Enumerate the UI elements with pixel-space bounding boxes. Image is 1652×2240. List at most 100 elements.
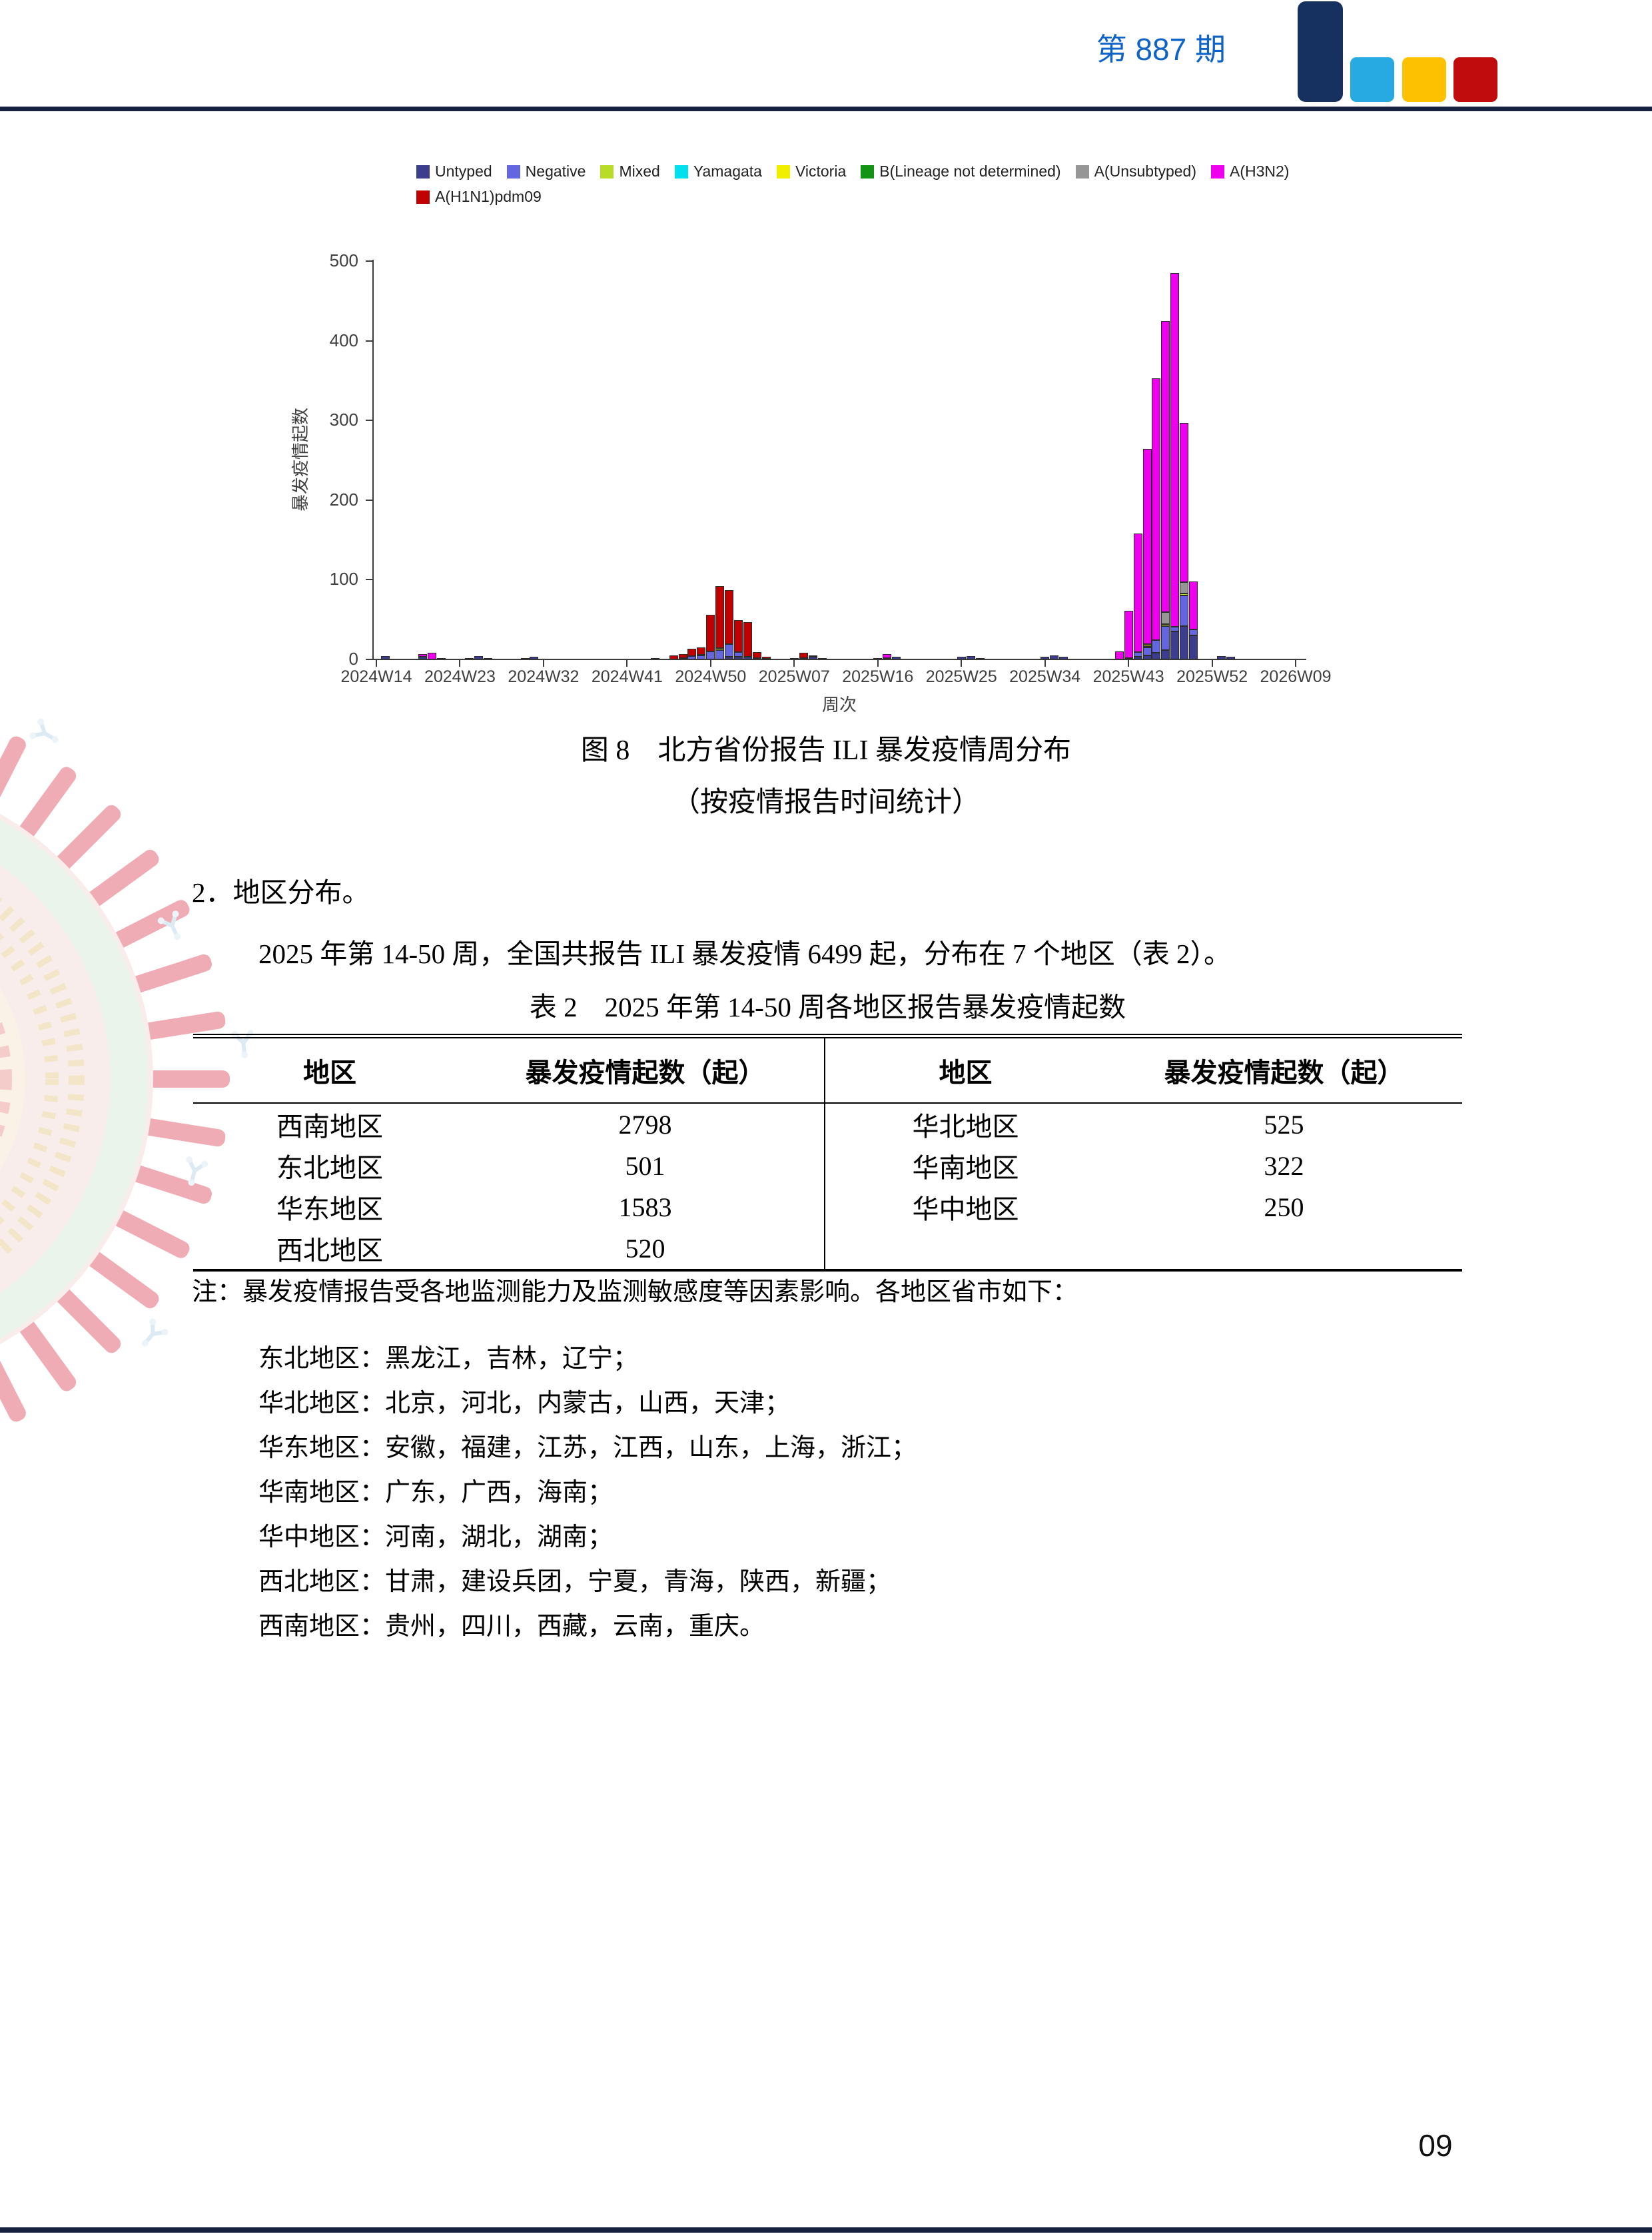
- issue-number-label: 第 887 期: [1096, 32, 1226, 67]
- bar-segment-pdm09: [678, 653, 687, 658]
- bar-segment-negative: [1170, 626, 1180, 632]
- bar-segment-untyped: [1161, 649, 1170, 659]
- x-tick-mark: [1211, 660, 1213, 667]
- legend-label: Mixed: [619, 163, 660, 180]
- bar-segment-h3n2: [1114, 651, 1124, 659]
- bar-segment-h3n2: [1161, 320, 1170, 613]
- y-axis-title: 暴发疫情起数: [290, 408, 310, 512]
- x-tick-mark: [626, 660, 628, 667]
- bar-segment-h3n2: [883, 653, 892, 658]
- y-tick-label: 500: [329, 250, 358, 270]
- bar-segment-untyped: [483, 657, 492, 659]
- bar-segment-pdm09: [725, 589, 734, 645]
- bar-segment-h3n2: [1180, 422, 1189, 582]
- x-tick-mark: [961, 660, 963, 667]
- bar-segment-negative: [725, 644, 734, 657]
- bar-segment-untyped: [817, 657, 827, 659]
- y-tick-mark: [366, 659, 372, 660]
- section-heading: 2．地区分布。: [192, 877, 370, 908]
- bar-segment-negative: [1161, 625, 1170, 650]
- bar-segment-untyped: [1040, 657, 1050, 659]
- table-body: 西南地区 2798 华北地区 525 东北地区 501 华南地区 322 华东地区 1583 华中地…: [193, 1104, 1462, 1269]
- legend-item: Yamagata: [674, 163, 762, 181]
- legend-item: Untyped: [416, 163, 492, 181]
- bar-segment-untyped: [1152, 653, 1161, 659]
- bar-segment-untyped: [530, 657, 539, 659]
- table-cell: 501: [625, 1150, 665, 1181]
- region-outbreak-table: 地区 暴发疫情起数（起） 地区 暴发疫情起数（起） 西南地区 2798 华北地区 525 东北…: [193, 1034, 1462, 1272]
- table-cell: 1583: [618, 1192, 672, 1222]
- bar-segment-pdm09: [761, 657, 771, 659]
- x-tick-mark: [877, 660, 879, 667]
- bar-segment-negative: [715, 649, 725, 659]
- bar-segment-untyped: [734, 657, 743, 659]
- legend-swatch-yamagata: [674, 165, 688, 179]
- x-tick-label: 2025W25: [925, 667, 997, 686]
- y-tick-label: 300: [329, 410, 358, 430]
- legend-swatch-victoria: [776, 165, 790, 179]
- legend-label: Negative: [525, 163, 586, 180]
- legend-label: Victoria: [795, 163, 847, 180]
- bar-segment-pdm09: [715, 585, 725, 649]
- x-tick-mark: [793, 660, 795, 667]
- table-row: 地区 暴发疫情起数（起） 地区 暴发疫情起数（起）: [193, 1038, 1462, 1102]
- x-tick-mark: [459, 660, 461, 667]
- note-item: 东北地区：黑龙江，吉林，辽宁；: [258, 1345, 639, 1373]
- bar-segment-untyped: [808, 657, 817, 659]
- x-tick-label: 2024W23: [424, 667, 496, 686]
- section-paragraph: 2025 年第 14-50 周，全国共报告 ILI 暴发疫情 6499 起，分布…: [258, 938, 1232, 969]
- bar-segment-untyped: [381, 656, 390, 659]
- table-cell: [824, 1228, 1106, 1269]
- bar-segment-untyped: [799, 657, 808, 659]
- table-cell: 华中地区: [824, 1186, 1106, 1228]
- page-number: 09: [1418, 2128, 1453, 2163]
- virus-watermark-image: [0, 718, 253, 1422]
- table-row: 华东地区 1583 华中地区 250: [193, 1186, 1462, 1228]
- bar-segment-h3n2: [1142, 449, 1152, 645]
- header-rule: [0, 107, 1652, 111]
- table-row: 东北地区 501 华南地区 322: [193, 1145, 1462, 1186]
- legend-item: A(H3N2): [1211, 163, 1289, 181]
- y-axis-line: [372, 260, 374, 660]
- legend-item: Negative: [506, 163, 586, 181]
- chart-legend-row-2: A(H1N1)pdm09: [416, 188, 542, 206]
- bar-segment-untyped: [873, 657, 883, 659]
- bar-segment-untyped: [789, 657, 799, 659]
- bar-segment-untyped: [957, 657, 966, 659]
- bar-segment-untyped: [650, 657, 659, 659]
- y-tick-label: 100: [329, 569, 358, 589]
- bar-segment-untyped: [975, 657, 985, 659]
- bar-segment-untyped: [474, 656, 483, 659]
- y-tick-label: 0: [348, 649, 358, 669]
- table-cell: 250: [1264, 1192, 1304, 1222]
- table-caption: 表 2 2025 年第 14-50 周各地区报告暴发疫情起数: [529, 992, 1126, 1022]
- logo-square-yellow: [1402, 57, 1446, 102]
- bar-segment-negative: [734, 652, 743, 657]
- note-item: 华南地区：广东，广西，海南；: [258, 1479, 614, 1507]
- bar-segment-untyped: [520, 657, 530, 659]
- table-cell: 525: [1264, 1109, 1304, 1140]
- legend-item: A(Unsubtyped): [1075, 163, 1196, 181]
- legend-swatch-untyped: [416, 165, 430, 179]
- table-cell: 华北地区: [824, 1104, 1106, 1145]
- bar-segment-untyped: [761, 658, 771, 660]
- bar-segment-pdm09: [743, 621, 753, 657]
- note-item: 华北地区：北京，河北，内蒙古，山西，天津；: [258, 1389, 791, 1417]
- y-tick-mark: [366, 499, 372, 501]
- table-cell: 东北地区: [276, 1153, 383, 1183]
- bar-segment-h3n2: [1189, 581, 1198, 629]
- table-row: 西南地区 2798 华北地区 525: [193, 1104, 1462, 1145]
- legend-swatch-h3n2: [1211, 165, 1224, 179]
- bar-segment-pdm09: [734, 620, 743, 653]
- bar-segment-negative: [687, 656, 697, 659]
- x-axis-title: 周次: [821, 695, 857, 715]
- bar-segment-untyped: [1142, 655, 1152, 659]
- bar-segment-h3n2: [428, 653, 437, 659]
- table-header-cell: 暴发疫情起数（起）: [525, 1058, 765, 1088]
- bar-segment-a_unsub: [1161, 612, 1170, 625]
- bar-segment-untyped: [464, 657, 474, 659]
- table-cell: 华东地区: [276, 1194, 383, 1224]
- table-cell: 西南地区: [276, 1112, 383, 1142]
- x-tick-label: 2025W52: [1176, 667, 1248, 686]
- x-tick-mark: [376, 660, 377, 667]
